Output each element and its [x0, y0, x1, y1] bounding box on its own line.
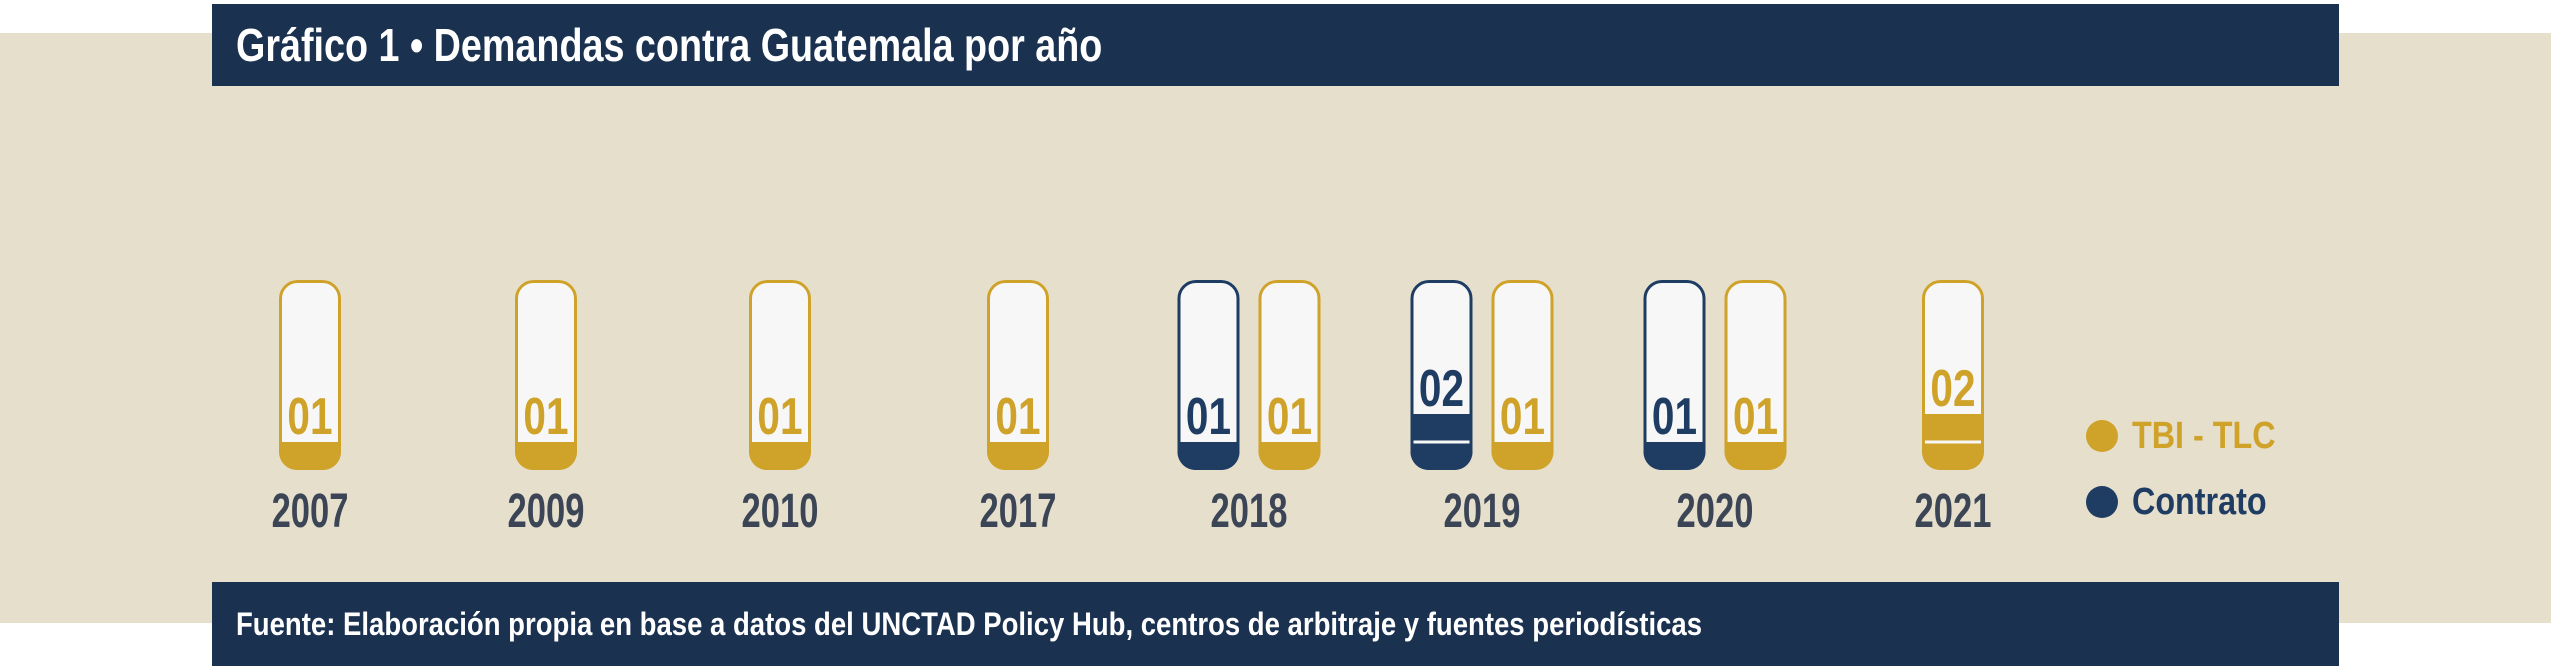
capsule-outline [1410, 280, 1473, 470]
legend-dot-icon [2086, 486, 2118, 518]
year-label: 2007 [272, 483, 349, 537]
capsule [749, 280, 811, 470]
capsule-outline [1922, 280, 1984, 470]
capsule-outline [1258, 280, 1321, 470]
data-label: 01 [1733, 387, 1778, 445]
capsule [1724, 280, 1787, 470]
title-bar: Gráfico 1 • Demandas contra Guatemala po… [212, 4, 2339, 86]
legend-label: Contrato [2132, 480, 2267, 523]
data-label: 01 [1186, 387, 1231, 445]
capsule [987, 280, 1049, 470]
capsule-outline [515, 280, 577, 470]
data-label: 01 [1500, 387, 1545, 445]
year-label: 2009 [508, 483, 585, 537]
data-label: 01 [757, 387, 802, 445]
year-label: 2010 [742, 483, 819, 537]
capsule [1258, 280, 1321, 470]
capsule-outline [1491, 280, 1554, 470]
data-label: 01 [287, 387, 332, 445]
year-label: 2021 [1915, 483, 1992, 537]
capsule [1491, 280, 1554, 470]
capsule-outline [749, 280, 811, 470]
year-label: 2019 [1444, 483, 1521, 537]
data-label: 02 [1930, 359, 1975, 417]
source-note: Fuente: Elaboración propia en base a dat… [236, 606, 1703, 642]
data-label: 01 [995, 387, 1040, 445]
source-bar: Fuente: Elaboración propia en base a dat… [212, 582, 2339, 666]
year-label: 2018 [1211, 483, 1288, 537]
capsule-outline [1724, 280, 1787, 470]
capsule [515, 280, 577, 470]
capsule-outline [1643, 280, 1706, 470]
data-label: 01 [1267, 387, 1312, 445]
capsule-outline [1177, 280, 1240, 470]
capsule-outline [987, 280, 1049, 470]
page-title: Gráfico 1 • Demandas contra Guatemala po… [236, 19, 1103, 71]
data-label: 01 [523, 387, 568, 445]
capsule-outline [279, 280, 341, 470]
legend-label: TBI - TLC [2132, 414, 2276, 457]
capsule [279, 280, 341, 470]
year-label: 2020 [1677, 483, 1754, 537]
legend-item-tbi-tlc: TBI - TLC [2086, 414, 2301, 457]
legend-dot-icon [2086, 420, 2118, 452]
data-label: 01 [1652, 387, 1697, 445]
capsule [1177, 280, 1240, 470]
legend-item-contrato: Contrato [2086, 480, 2290, 523]
data-label: 02 [1419, 359, 1464, 417]
year-label: 2017 [980, 483, 1057, 537]
capsule [1643, 280, 1706, 470]
